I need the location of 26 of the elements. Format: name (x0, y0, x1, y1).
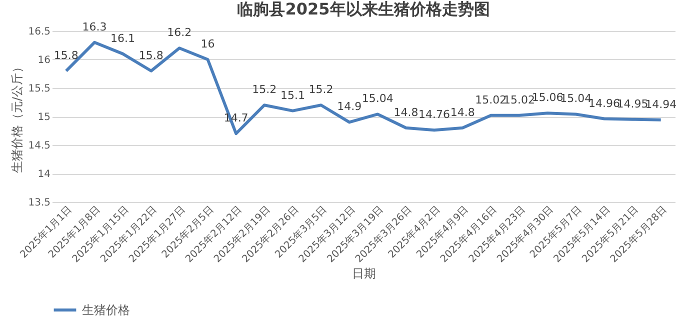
data-label: 14.76 (418, 108, 450, 122)
data-label: 15.8 (138, 48, 164, 62)
x-axis-title: 日期 (352, 266, 376, 280)
data-label: 15.8 (54, 48, 78, 62)
data-label: 14.8 (450, 106, 475, 119)
data-label: 16.2 (167, 26, 192, 40)
data-label: 16.3 (82, 20, 107, 34)
chart-title: 临朐县2025年以来生猪价格走势图 (237, 0, 490, 18)
y-tick-label: 16 (38, 55, 50, 66)
data-label: 15.2 (308, 83, 334, 96)
y-tick-label: 14.5 (28, 140, 50, 152)
data-label: 16 (200, 38, 215, 50)
y-tick-label: 13.5 (28, 198, 50, 208)
data-label: 14.9 (337, 100, 362, 114)
y-tick-label: 15 (38, 112, 50, 123)
y-tick-label: 15.5 (28, 84, 50, 94)
data-label: 16.1 (110, 32, 136, 45)
y-axis-title: 生猪价格（元/公斤） (10, 60, 24, 174)
y-tick-label: 16.5 (28, 26, 50, 38)
data-label: 15.02 (475, 93, 507, 106)
data-label: 15.04 (362, 92, 394, 106)
data-label: 14.8 (394, 106, 418, 119)
data-label: 15.2 (252, 83, 277, 96)
legend-label: 生猪价格 (82, 303, 130, 317)
y-tick-label: 14 (38, 169, 50, 180)
data-label: 15.1 (280, 88, 305, 102)
